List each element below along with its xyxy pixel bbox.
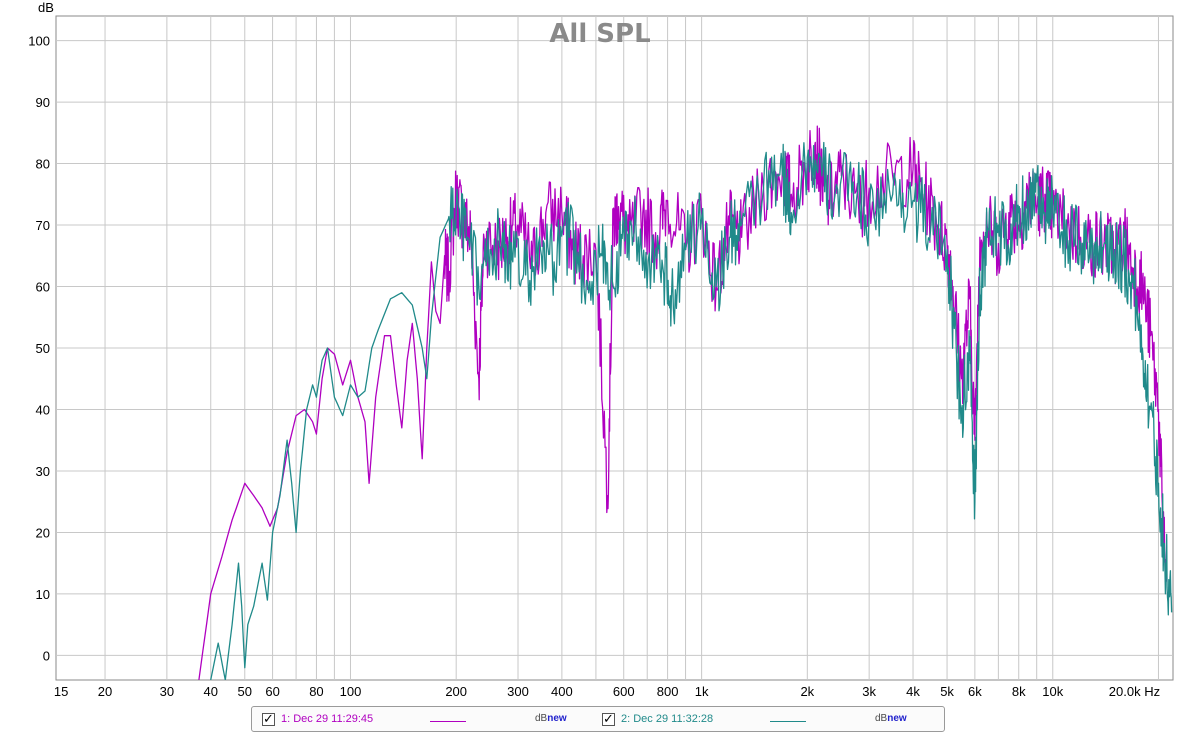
legend-line-2	[770, 721, 806, 722]
series-layer	[198, 125, 1173, 680]
y-tick-label: 70	[36, 218, 50, 233]
x-tick-label: 800	[657, 684, 679, 699]
x-tick-label: 15	[54, 684, 68, 699]
y-tick-label: 30	[36, 464, 50, 479]
legend: ✓ 1: Dec 29 11:29:45 dBnew ✓ 2: Dec 29 1…	[251, 706, 945, 732]
y-tick-label: 10	[36, 587, 50, 602]
x-tick-label: 30	[160, 684, 174, 699]
legend-db-new-1[interactable]: dBnew	[535, 713, 567, 724]
legend-item-2[interactable]: ✓ 2: Dec 29 11:32:28	[602, 710, 713, 728]
legend-db-new-2[interactable]: dBnew	[875, 713, 907, 724]
legend-db-label-1: dB	[535, 713, 548, 724]
x-tick-label: 60	[265, 684, 279, 699]
legend-new-label-2: new	[887, 713, 907, 724]
series-line-2	[210, 141, 1173, 680]
x-tick-label: 50	[238, 684, 252, 699]
legend-checkbox-1[interactable]: ✓	[262, 710, 275, 726]
y-tick-label: 20	[36, 525, 50, 540]
x-tick-label: 4k	[906, 684, 920, 699]
x-tick-label: 400	[551, 684, 573, 699]
x-tick-label: 6k	[968, 684, 982, 699]
x-tick-label: 300	[507, 684, 529, 699]
axis-layer: 0 10 20 30 40 50 60 70 80 90 100 15 20 30 40 50 60 80 100 2…	[28, 34, 1160, 699]
x-tick-label: 600	[613, 684, 635, 699]
legend-line-1	[430, 721, 466, 722]
x-tick-label: 3k	[862, 684, 876, 699]
x-tick-label: 5k	[940, 684, 954, 699]
x-tick-label: 20.0k Hz	[1109, 684, 1160, 699]
x-tick-label: 2k	[800, 684, 814, 699]
x-tick-label: 40	[204, 684, 218, 699]
y-tick-label: 0	[43, 648, 50, 663]
x-tick-label: 80	[309, 684, 323, 699]
chart-title: All SPL	[549, 19, 650, 49]
x-tick-label: 1k	[695, 684, 709, 699]
y-tick-label: 90	[36, 95, 50, 110]
x-tick-label: 200	[445, 684, 467, 699]
x-tick-label: 8k	[1012, 684, 1026, 699]
y-tick-label: 60	[36, 280, 50, 295]
legend-label-2: 2: Dec 29 11:32:28	[621, 713, 714, 725]
legend-label-1: 1: Dec 29 11:29:45	[281, 713, 374, 725]
legend-db-label-2: dB	[875, 713, 888, 724]
grid-layer	[56, 16, 1173, 680]
x-tick-label: 100	[340, 684, 362, 699]
legend-item-1[interactable]: ✓ 1: Dec 29 11:29:45	[262, 710, 373, 728]
y-tick-label: 80	[36, 157, 50, 172]
legend-new-label-1: new	[547, 713, 567, 724]
y-tick-label: 100	[28, 34, 50, 49]
x-tick-label: 10k	[1042, 684, 1063, 699]
y-tick-label: 40	[36, 402, 50, 417]
y-axis-unit: dB	[38, 0, 54, 15]
y-tick-label: 50	[36, 341, 50, 356]
series-line-1	[198, 125, 1167, 680]
legend-checkbox-2[interactable]: ✓	[602, 710, 615, 726]
x-tick-label: 20	[98, 684, 112, 699]
